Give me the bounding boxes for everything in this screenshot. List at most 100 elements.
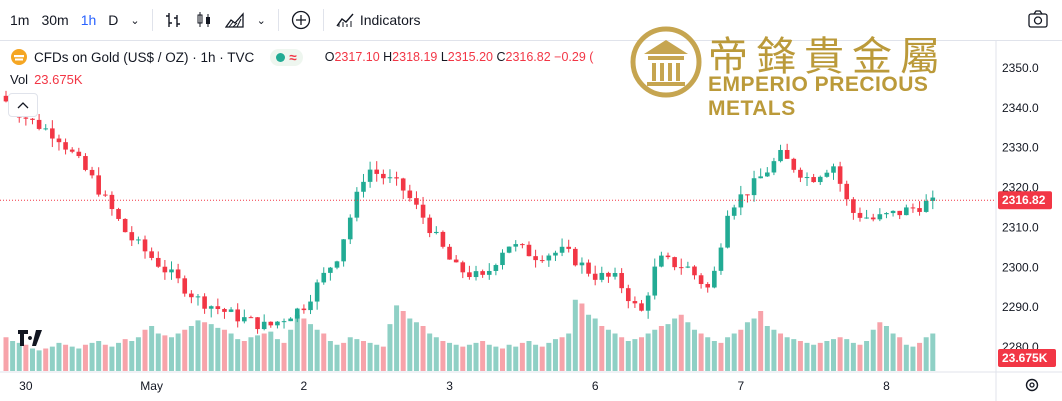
volume-bar bbox=[870, 329, 876, 371]
volume-bars bbox=[3, 299, 936, 371]
candle-body bbox=[659, 255, 664, 267]
chevron-down-icon[interactable]: ⌄ bbox=[130, 14, 140, 27]
candle-body bbox=[718, 247, 724, 271]
candle-body bbox=[513, 244, 519, 247]
time-tick-label: 30 bbox=[19, 379, 33, 393]
candle-body bbox=[811, 177, 816, 183]
candle-body bbox=[851, 199, 856, 213]
candle-body bbox=[328, 267, 333, 273]
time-tick-label: May bbox=[140, 379, 163, 393]
candle-body bbox=[745, 194, 750, 196]
volume-bar bbox=[711, 341, 717, 371]
candle-body bbox=[202, 296, 207, 309]
candle-body bbox=[619, 273, 624, 289]
candle-body bbox=[149, 251, 154, 258]
candle-body bbox=[142, 239, 148, 252]
price-tick-label: 2290.0 bbox=[1002, 300, 1039, 314]
interval-30m[interactable]: 30m bbox=[41, 12, 69, 28]
candle-body bbox=[96, 175, 101, 195]
candle-body bbox=[665, 255, 671, 258]
volume-bar bbox=[612, 333, 618, 371]
candle-body bbox=[374, 169, 380, 174]
tradingview-logo[interactable] bbox=[18, 330, 44, 351]
close-value: 2316.82 bbox=[505, 50, 551, 64]
candle-body bbox=[758, 176, 763, 179]
candle-body bbox=[632, 301, 638, 304]
volume-bar bbox=[268, 331, 274, 371]
volume-bar bbox=[632, 339, 638, 371]
volume-bar bbox=[116, 342, 122, 371]
time-tick-label: 3 bbox=[446, 379, 453, 393]
volume-bar bbox=[831, 339, 836, 371]
candle-chart-type-icon[interactable] bbox=[189, 0, 219, 40]
interval-1m[interactable]: 1m bbox=[10, 12, 30, 28]
volume-bar bbox=[202, 322, 208, 371]
toolbar-divider bbox=[151, 9, 153, 31]
volume-bar bbox=[314, 329, 320, 371]
open-label: O bbox=[324, 50, 335, 64]
candle-body bbox=[817, 176, 823, 183]
candle-body bbox=[685, 266, 691, 268]
logo-emblem bbox=[630, 26, 702, 98]
collapse-legend-button[interactable] bbox=[8, 93, 38, 117]
volume-bar bbox=[526, 341, 532, 371]
gear-icon[interactable] bbox=[1024, 377, 1040, 398]
time-axis[interactable]: 30 May 2 3 6 7 8 bbox=[0, 40, 1062, 401]
candle-body bbox=[155, 257, 161, 267]
market-status-badge[interactable]: ≈ bbox=[270, 48, 303, 66]
candle-body bbox=[460, 262, 466, 273]
top-toolbar: 1m 30m 1h D ⌄ ⌄ Indicators bbox=[0, 0, 1062, 41]
candle-body bbox=[890, 210, 896, 214]
add-compare-icon[interactable] bbox=[285, 0, 317, 40]
candle-body bbox=[222, 309, 227, 312]
candle-body bbox=[242, 317, 247, 322]
volume-bar bbox=[519, 342, 525, 371]
candle-body bbox=[467, 272, 472, 278]
volume-bar bbox=[334, 344, 340, 371]
candle-body bbox=[420, 204, 426, 218]
volume-bar bbox=[427, 333, 433, 371]
area-chart-type-icon[interactable] bbox=[219, 0, 251, 40]
volume-bar bbox=[691, 329, 697, 371]
volume-bar bbox=[195, 320, 201, 371]
indicators-button[interactable]: Indicators bbox=[330, 0, 427, 40]
candle-body bbox=[434, 231, 439, 234]
chevron-down-icon[interactable]: ⌄ bbox=[256, 14, 266, 27]
price-axis[interactable]: 2280.02290.02300.02310.02320.02330.02340… bbox=[996, 40, 1062, 371]
volume-bar bbox=[725, 337, 731, 371]
candle-body bbox=[228, 309, 234, 312]
symbol-name[interactable]: CFDs on Gold (US$ / OZ) · 1h · TVC bbox=[34, 49, 255, 65]
candle-body bbox=[453, 259, 459, 263]
candle-body bbox=[261, 321, 267, 330]
candle-body bbox=[778, 149, 783, 162]
volume-bar bbox=[625, 341, 631, 371]
candle-body bbox=[897, 210, 902, 216]
volume-bar bbox=[56, 342, 62, 371]
volume-bar bbox=[122, 339, 128, 371]
volume-bar bbox=[453, 344, 459, 371]
interval-1h[interactable]: 1h bbox=[80, 12, 97, 28]
candle-body bbox=[798, 169, 803, 178]
open-value: 2317.10 bbox=[334, 50, 380, 64]
candle-body bbox=[301, 308, 307, 311]
volume-bar bbox=[751, 318, 757, 371]
interval-d[interactable]: D bbox=[108, 12, 119, 28]
time-tick-label: 8 bbox=[883, 379, 890, 393]
volume-bar bbox=[155, 333, 161, 371]
volume-bar bbox=[493, 346, 499, 371]
camera-icon[interactable] bbox=[1028, 10, 1048, 31]
volume-bar bbox=[400, 311, 406, 371]
volume-bar bbox=[89, 342, 95, 371]
volume-bar bbox=[215, 327, 221, 371]
ohlc-values: O2317.10 H2318.19 L2315.20 C2316.82 −0.2… bbox=[325, 50, 594, 64]
candle-body bbox=[917, 208, 922, 212]
candle-body bbox=[500, 252, 505, 266]
volume-bar bbox=[102, 344, 108, 371]
volume-bar bbox=[466, 344, 472, 371]
bar-chart-type-icon[interactable] bbox=[159, 0, 189, 40]
volume-bar bbox=[235, 339, 241, 371]
candle-body bbox=[639, 303, 644, 311]
volume-bar bbox=[169, 337, 174, 371]
volume-bar bbox=[566, 333, 572, 371]
